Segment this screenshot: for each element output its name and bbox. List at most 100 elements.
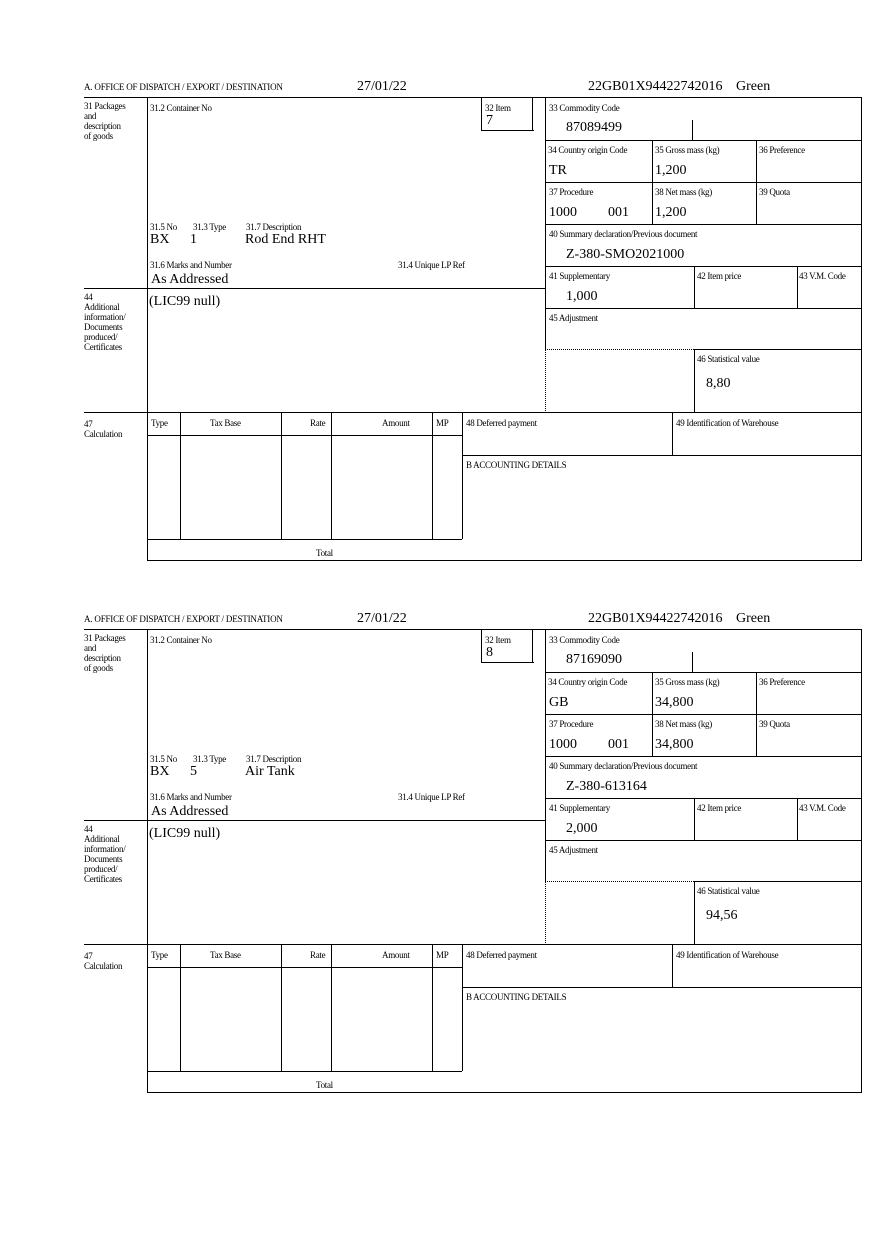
package-count: 1	[190, 232, 197, 247]
rule	[756, 672, 757, 756]
summary-label: 40 Summary declaration/Previous document	[549, 229, 698, 239]
goods-column-divider	[147, 629, 148, 1093]
form-bottom-border	[147, 560, 862, 561]
container-no-label: 31.2 Container No	[150, 103, 212, 113]
rule	[797, 798, 798, 840]
warehouse-label: 49 Identification of Warehouse	[676, 418, 779, 428]
col-taxbase: Tax Base	[210, 950, 241, 960]
commodity-label: 33 Commodity Code	[549, 635, 620, 645]
procedure-value: 1000	[549, 737, 577, 752]
supplementary-value: 2,000	[566, 821, 598, 836]
rule	[147, 967, 462, 968]
rule	[84, 412, 862, 413]
total-label: Total	[316, 548, 333, 558]
col-rate: Rate	[310, 950, 326, 960]
col-amount: Amount	[382, 950, 410, 960]
rule	[432, 944, 433, 1071]
rule	[180, 412, 181, 539]
gross-mass-value: 34,800	[655, 695, 694, 710]
supplementary-label: 41 Supplementary	[549, 803, 610, 813]
form-right-border	[861, 97, 862, 561]
declaration-reference: 22GB01X94422742016	[588, 79, 723, 94]
rule	[180, 944, 181, 1071]
summary-label: 40 Summary declaration/Previous document	[549, 761, 698, 771]
calculation-label: 47 Calculation	[84, 951, 123, 971]
rule	[672, 944, 673, 988]
supplementary-label: 41 Supplementary	[549, 271, 610, 281]
rule	[545, 308, 862, 309]
declaration-reference: 22GB01X94422742016	[588, 611, 723, 626]
rule	[756, 140, 757, 224]
description-label: 31.7 Description	[246, 222, 302, 232]
rule	[532, 97, 533, 131]
gross-mass-label: 35 Gross mass (kg)	[655, 145, 720, 155]
accounting-label: B ACCOUNTING DETAILS	[466, 460, 567, 470]
gross-mass-label: 35 Gross mass (kg)	[655, 677, 720, 687]
net-mass-label: 38 Net mass (kg)	[655, 719, 712, 729]
preference-label: 36 Preference	[759, 677, 805, 687]
rule	[694, 798, 695, 840]
rule	[331, 412, 332, 539]
rule	[545, 672, 862, 673]
deferred-payment-label: 48 Deferred payment	[466, 950, 537, 960]
package-kind: BX	[150, 764, 170, 779]
procedure-value: 1000	[549, 205, 577, 220]
gross-mass-value: 1,200	[655, 163, 687, 178]
packages-label: 31 Packages and description of goods	[84, 101, 126, 141]
rule	[331, 944, 332, 1071]
col-type: Type	[151, 418, 168, 428]
procedure-additional: 001	[608, 737, 629, 752]
rule	[481, 130, 534, 131]
accounting-label: B ACCOUNTING DETAILS	[466, 992, 567, 1002]
rule	[84, 944, 862, 945]
item-label: 32 Item	[485, 635, 511, 645]
additional-info-label: 44 Additional information/ Documents pro…	[84, 824, 126, 884]
supplementary-value: 1,000	[566, 289, 598, 304]
rule	[545, 629, 546, 882]
origin-label: 34 Country origin Code	[548, 677, 628, 687]
item-price-label: 42 Item price	[697, 803, 742, 813]
form-date: 27/01/22	[357, 79, 407, 94]
dotted-rule	[545, 349, 694, 350]
rule	[545, 224, 862, 225]
rule	[481, 97, 482, 131]
adjustment-label: 45 Adjustment	[549, 313, 598, 323]
rule	[462, 412, 463, 539]
package-count: 5	[190, 764, 197, 779]
dotted-rule	[545, 350, 546, 413]
total-label: Total	[316, 1080, 333, 1090]
container-no-label: 31.2 Container No	[150, 635, 212, 645]
item-label: 32 Item	[485, 103, 511, 113]
rule	[432, 412, 433, 539]
net-mass-label: 38 Net mass (kg)	[655, 187, 712, 197]
marks-value: As Addressed	[151, 804, 229, 819]
goods-description: Air Tank	[245, 764, 295, 779]
office-heading: A. OFFICE OF DISPATCH / EXPORT / DESTINA…	[84, 82, 283, 92]
warehouse-label: 49 Identification of Warehouse	[676, 950, 779, 960]
declaration-form: A. OFFICE OF DISPATCH / EXPORT / DESTINA…	[0, 532, 882, 1093]
rule	[545, 714, 862, 715]
description-label: 31.7 Description	[246, 754, 302, 764]
commodity-code: 87169090	[566, 652, 622, 667]
rule	[545, 97, 546, 350]
rule	[694, 881, 862, 882]
rule	[694, 266, 695, 308]
rule	[281, 412, 282, 539]
rule	[694, 349, 862, 350]
rule	[692, 120, 693, 141]
quota-label: 39 Quota	[759, 187, 790, 197]
rule	[545, 182, 862, 183]
unique-ref-label: 31.4 Unique LP Ref	[398, 792, 465, 802]
rule	[545, 140, 862, 141]
marks-label: 31.6 Marks and Number	[150, 260, 232, 270]
deferred-payment-label: 48 Deferred payment	[466, 418, 537, 428]
procedure-label: 37 Procedure	[549, 719, 594, 729]
origin-value: TR	[549, 163, 567, 178]
rule	[481, 629, 482, 663]
rule	[147, 1071, 462, 1072]
rule	[545, 266, 862, 267]
form-date: 27/01/22	[357, 611, 407, 626]
quota-label: 39 Quota	[759, 719, 790, 729]
package-kind: BX	[150, 232, 170, 247]
dotted-rule	[545, 882, 546, 945]
